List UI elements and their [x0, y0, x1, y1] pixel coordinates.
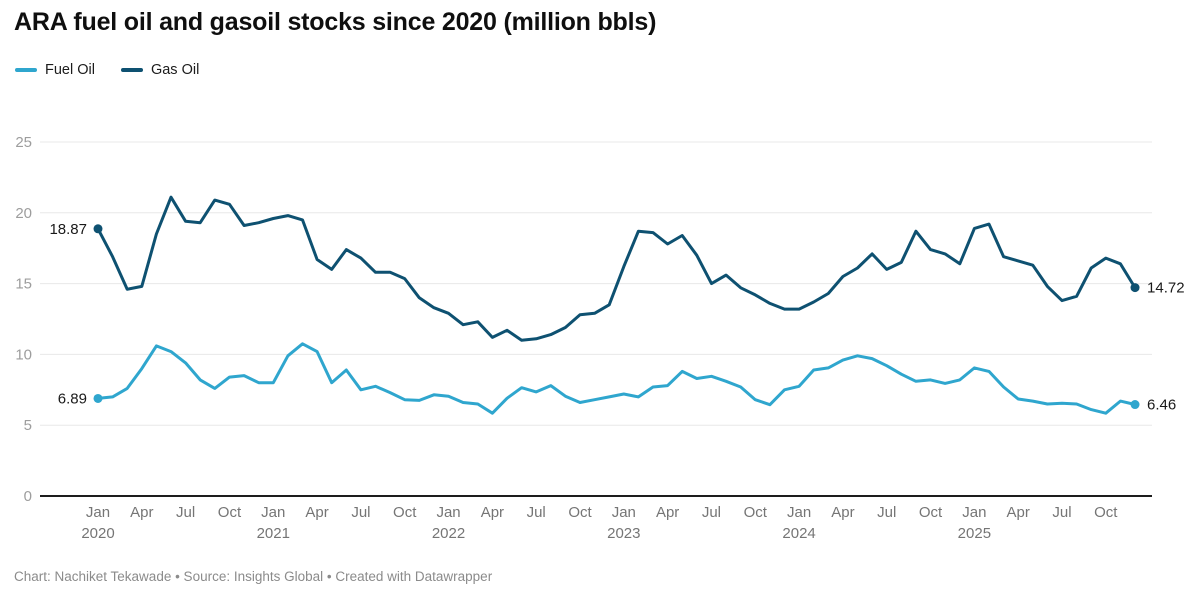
value-label-start-fuel-oil: 6.89: [58, 390, 87, 407]
value-label-end-fuel-oil: 6.46: [1147, 397, 1176, 414]
x-tick-Jan-2020: Jan: [86, 504, 110, 521]
x-tick-Jul-2022: Jul: [527, 504, 546, 521]
value-label-start-gas-oil: 18.87: [49, 221, 87, 238]
legend-label-gas-oil: Gas Oil: [150, 62, 200, 78]
legend-item-gas-oil: Gas Oil: [120, 62, 200, 78]
y-tick-label-15: 15: [15, 276, 32, 293]
x-tick-Apr-2023: Apr: [656, 504, 679, 521]
chart-footer-attribution: Chart: Nachiket Tekawade • Source: Insig…: [14, 569, 493, 584]
end-dot-gas-oil: [1130, 283, 1140, 293]
x-tick-year-2020: 2020: [81, 525, 114, 542]
fuel-oil-swatch-icon: [15, 68, 37, 72]
start-dot-fuel-oil: [93, 393, 103, 403]
x-tick-Apr-2025: Apr: [1007, 504, 1030, 521]
end-dot-fuel-oil: [1130, 400, 1140, 410]
line-gas-oil: [96, 195, 1137, 342]
value-label-end-gas-oil: 14.72: [1147, 280, 1185, 297]
x-tick-Jan-2023: Jan: [612, 504, 636, 521]
x-tick-Jul-2023: Jul: [702, 504, 721, 521]
x-tick-Oct-2024: Oct: [919, 504, 943, 521]
x-tick-Oct-2021: Oct: [393, 504, 417, 521]
x-tick-Apr-2022: Apr: [481, 504, 504, 521]
y-tick-label-20: 20: [15, 205, 32, 222]
legend-item-fuel-oil: Fuel Oil: [15, 62, 95, 78]
x-tick-Jan-2021: Jan: [261, 504, 285, 521]
x-tick-Apr-2024: Apr: [831, 504, 854, 521]
x-tick-Jul-2024: Jul: [877, 504, 896, 521]
x-tick-year-2025: 2025: [958, 525, 991, 542]
x-tick-Apr-2021: Apr: [305, 504, 328, 521]
x-tick-Oct-2025: Oct: [1094, 504, 1118, 521]
x-tick-Jan-2025: Jan: [962, 504, 986, 521]
line-fuel-oil: [96, 342, 1137, 415]
x-tick-year-2023: 2023: [607, 525, 640, 542]
y-tick-label-0: 0: [24, 488, 32, 505]
x-tick-Jul-2021: Jul: [351, 504, 370, 521]
x-tick-Oct-2020: Oct: [218, 504, 242, 521]
y-tick-label-10: 10: [15, 346, 32, 363]
x-tick-Jul-2020: Jul: [176, 504, 195, 521]
x-tick-Oct-2022: Oct: [568, 504, 592, 521]
y-tick-label-5: 5: [24, 417, 32, 434]
x-tick-year-2021: 2021: [257, 525, 290, 542]
x-tick-Oct-2023: Oct: [744, 504, 768, 521]
y-tick-label-25: 25: [15, 134, 32, 151]
legend-label-fuel-oil: Fuel Oil: [45, 62, 95, 78]
x-tick-year-2024: 2024: [782, 525, 815, 542]
x-tick-Apr-2020: Apr: [130, 504, 153, 521]
gas-oil-swatch-icon: [120, 68, 143, 72]
x-tick-Jul-2025: Jul: [1052, 504, 1071, 521]
x-tick-Jan-2024: Jan: [787, 504, 811, 521]
chart-legend: Fuel Oil Gas Oil: [15, 62, 199, 78]
chart-title: ARA fuel oil and gasoil stocks since 202…: [14, 8, 657, 36]
x-tick-year-2022: 2022: [432, 525, 465, 542]
x-tick-Jan-2022: Jan: [436, 504, 460, 521]
start-dot-gas-oil: [93, 224, 103, 234]
